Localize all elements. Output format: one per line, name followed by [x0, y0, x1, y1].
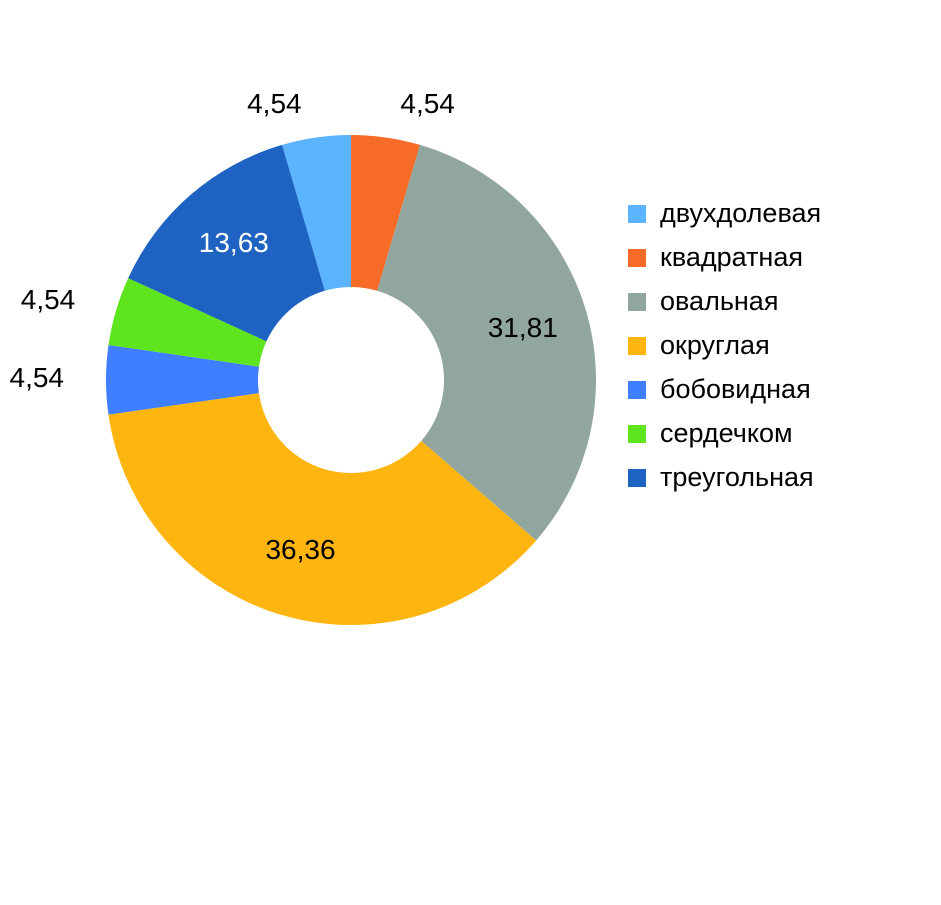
- donut-slice: [105, 345, 259, 415]
- donut-slice: [108, 278, 267, 367]
- legend-swatch: [628, 249, 646, 267]
- data-label: 4,54: [400, 88, 455, 119]
- donut-slice: [128, 144, 325, 342]
- legend-label: треугольная: [660, 462, 814, 492]
- data-label: 4,54: [21, 284, 76, 315]
- legend-label: квадратная: [660, 242, 803, 272]
- legend-swatch: [628, 293, 646, 311]
- legend-label: сердечком: [660, 418, 793, 448]
- legend-label: бобовидная: [660, 374, 811, 404]
- legend-swatch: [628, 381, 646, 399]
- donut-slice: [108, 393, 537, 625]
- donut-slice: [377, 144, 596, 541]
- donut-slice: [351, 135, 420, 291]
- legend-label: двухдолевая: [660, 198, 821, 228]
- donut-slice: [282, 135, 351, 291]
- data-label: 4,54: [247, 88, 302, 119]
- data-label: 36,36: [265, 534, 335, 565]
- legend-swatch: [628, 425, 646, 443]
- legend-label: округлая: [660, 330, 770, 360]
- data-label: 31,81: [488, 312, 558, 343]
- legend-swatch: [628, 337, 646, 355]
- data-label: 4,54: [10, 362, 65, 393]
- legend-label: овальная: [660, 286, 778, 316]
- data-label: 13,63: [199, 227, 269, 258]
- legend-swatch: [628, 469, 646, 487]
- legend-swatch: [628, 205, 646, 223]
